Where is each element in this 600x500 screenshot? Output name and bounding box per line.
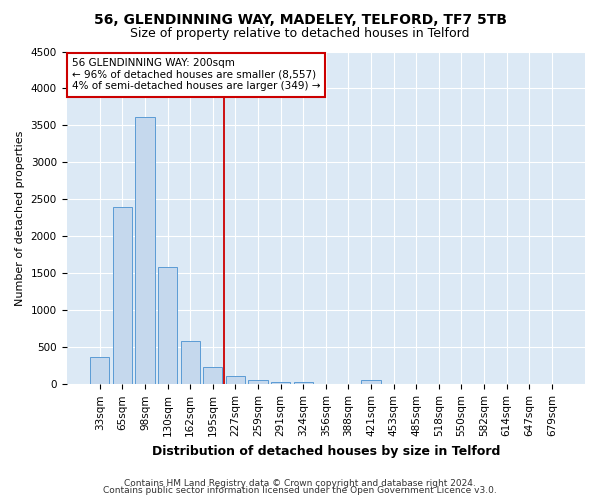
Bar	[158, 268, 177, 384]
Bar	[226, 376, 245, 384]
Bar	[136, 116, 155, 384]
Bar	[361, 380, 380, 384]
Text: 56 GLENDINNING WAY: 200sqm
← 96% of detached houses are smaller (8,557)
4% of se: 56 GLENDINNING WAY: 200sqm ← 96% of deta…	[72, 58, 320, 92]
Text: 56, GLENDINNING WAY, MADELEY, TELFORD, TF7 5TB: 56, GLENDINNING WAY, MADELEY, TELFORD, T…	[94, 12, 506, 26]
Bar	[203, 368, 223, 384]
Bar	[90, 357, 109, 384]
X-axis label: Distribution of detached houses by size in Telford: Distribution of detached houses by size …	[152, 444, 500, 458]
Bar	[181, 342, 200, 384]
Text: Size of property relative to detached houses in Telford: Size of property relative to detached ho…	[130, 28, 470, 40]
Bar	[113, 207, 132, 384]
Text: Contains HM Land Registry data © Crown copyright and database right 2024.: Contains HM Land Registry data © Crown c…	[124, 478, 476, 488]
Bar	[248, 380, 268, 384]
Y-axis label: Number of detached properties: Number of detached properties	[15, 130, 25, 306]
Bar	[293, 382, 313, 384]
Bar	[271, 382, 290, 384]
Text: Contains public sector information licensed under the Open Government Licence v3: Contains public sector information licen…	[103, 486, 497, 495]
